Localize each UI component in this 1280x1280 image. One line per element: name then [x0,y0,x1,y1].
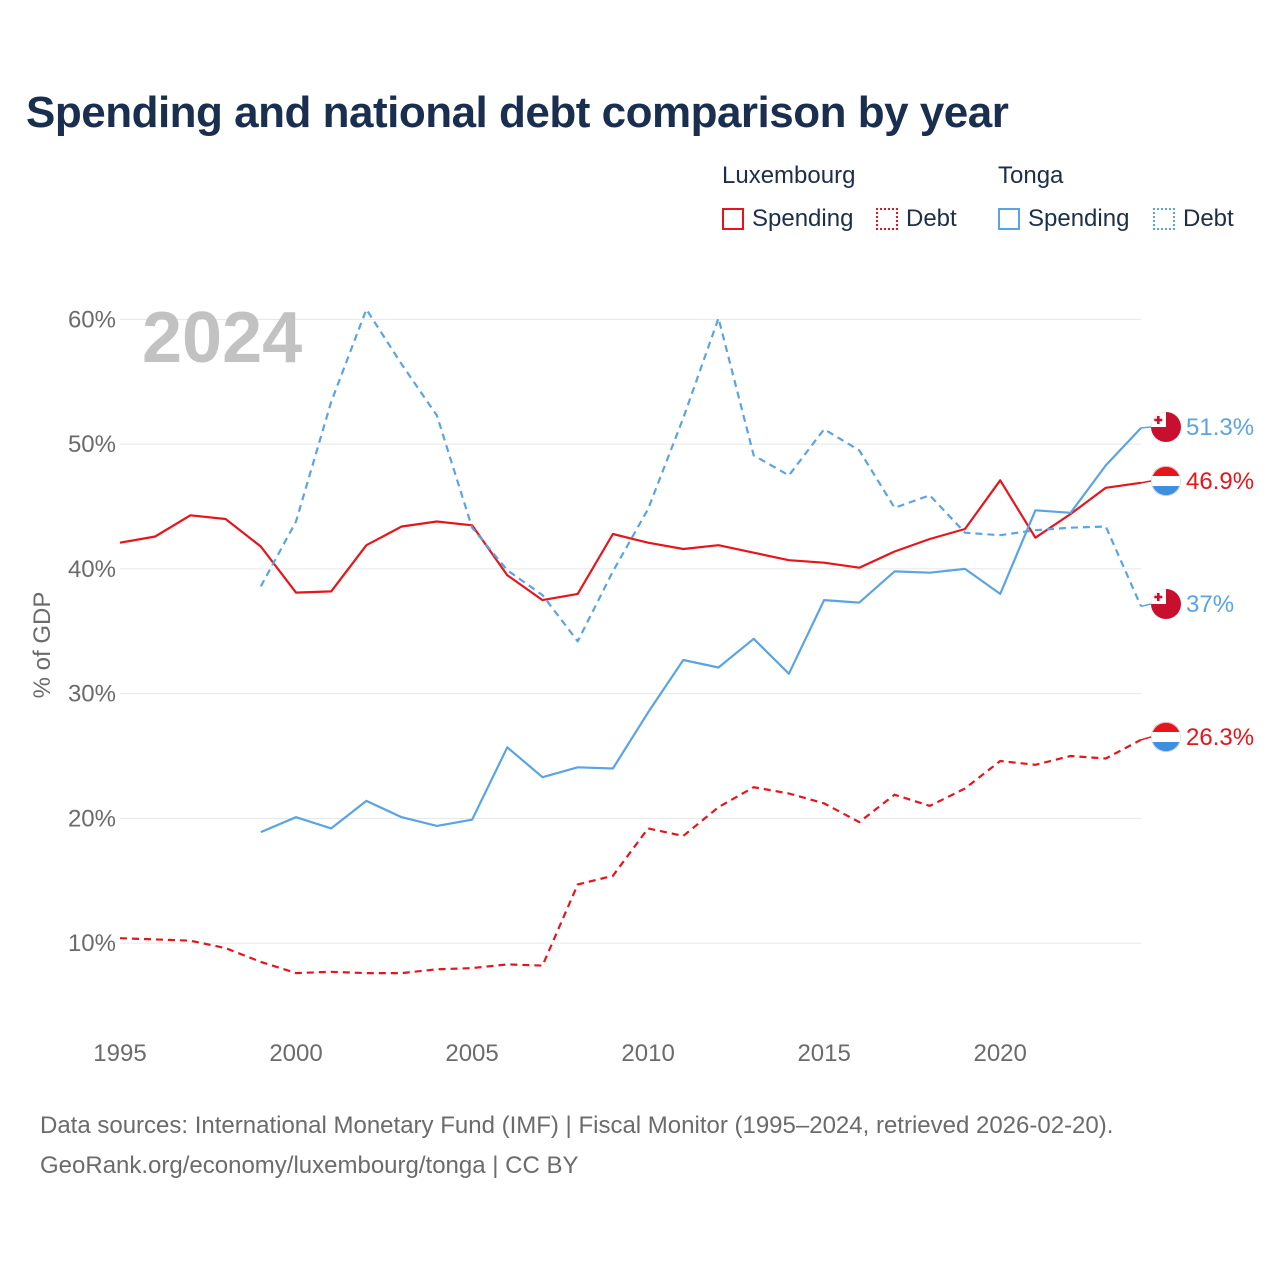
end-connector [1140,480,1152,484]
flag-stripe-red [1151,466,1181,476]
legend-swatch-dotted-blue [1153,208,1175,230]
legend-tonga-spending[interactable]: Spending [998,205,1129,233]
luxembourg-flag-icon [1151,466,1181,496]
end-connector [1140,603,1152,608]
end-connector [1140,426,1152,429]
flag-stripe-white [1151,732,1181,742]
y-tick-label: 30% [68,681,116,708]
x-tick-label: 1995 [93,1040,146,1067]
footer-sources: Data sources: International Monetary Fun… [40,1112,1114,1139]
legend-label: Debt [906,205,957,232]
legend-swatch-dotted-red [876,208,898,230]
flag-stripe-white [1151,476,1181,486]
tonga-flag-icon [1151,412,1181,442]
flag-stripes [1151,466,1181,496]
tonga-flag-icon [1151,589,1181,619]
x-axis-ticks: 1995 2000 2005 2010 2015 2020 [93,1040,1027,1067]
end-value-label: 51.3% [1186,414,1254,441]
series-line-tonga-debt [259,308,1143,643]
end-labels: 46.9% 26.3% 51.3% 37% [1140,412,1254,752]
end-value-label: 26.3% [1186,724,1254,751]
series-lines [119,308,1143,975]
flag-stripe-blue [1151,486,1181,496]
footer: Data sources: International Monetary Fun… [40,1106,1113,1186]
y-tick-label: 40% [68,556,116,583]
end-value-label: 46.9% [1186,468,1254,495]
legend-label: Spending [752,205,854,232]
series-line-luxembourg-debt [119,738,1142,975]
x-tick-label: 2005 [445,1040,498,1067]
x-tick-label: 2000 [269,1040,322,1067]
y-tick-label: 10% [68,930,116,957]
x-tick-label: 2010 [621,1040,674,1067]
series-line-tonga-spending [260,427,1142,834]
flag-cross-h [1154,595,1163,599]
luxembourg-flag-icon [1151,722,1181,752]
legend-swatch-solid-red [722,208,744,230]
y-axis-ticks: 10% 20% 30% 40% 50% 60% [68,306,116,957]
x-tick-label: 2020 [973,1040,1026,1067]
legend-label: Spending [1028,205,1130,232]
end-connector [1140,736,1152,741]
legend-luxembourg-debt[interactable]: Debt [876,205,957,233]
y-tick-label: 60% [68,306,116,333]
chart-title: Spending and national debt comparison by… [26,88,1009,137]
end-value-label: 37% [1186,591,1234,618]
y-tick-label: 50% [68,431,116,458]
x-tick-label: 2015 [797,1040,850,1067]
grid-lines [120,318,1141,944]
legend-swatch-solid-blue [998,208,1020,230]
flag-outline [1151,722,1181,752]
legend-luxembourg-spending[interactable]: Spending [722,205,853,233]
flag-stripe-red [1151,722,1181,732]
flag-stripe-blue [1151,742,1181,752]
y-tick-label: 20% [68,805,116,832]
y-axis-label: % of GDP [29,592,56,699]
flag-outline [1151,466,1181,496]
year-watermark: 2024 [142,298,302,378]
legend-country-luxembourg: Luxembourg [722,162,856,189]
flag-stripes [1151,722,1181,752]
legend-tonga-debt[interactable]: Debt [1153,205,1234,233]
series-line-luxembourg-spending [119,479,1142,602]
flag-cross-h [1154,418,1163,422]
footer-attribution: GeoRank.org/economy/luxembourg/tonga | C… [40,1152,579,1179]
legend-country-tonga: Tonga [998,162,1064,189]
legend-label: Debt [1183,205,1234,232]
